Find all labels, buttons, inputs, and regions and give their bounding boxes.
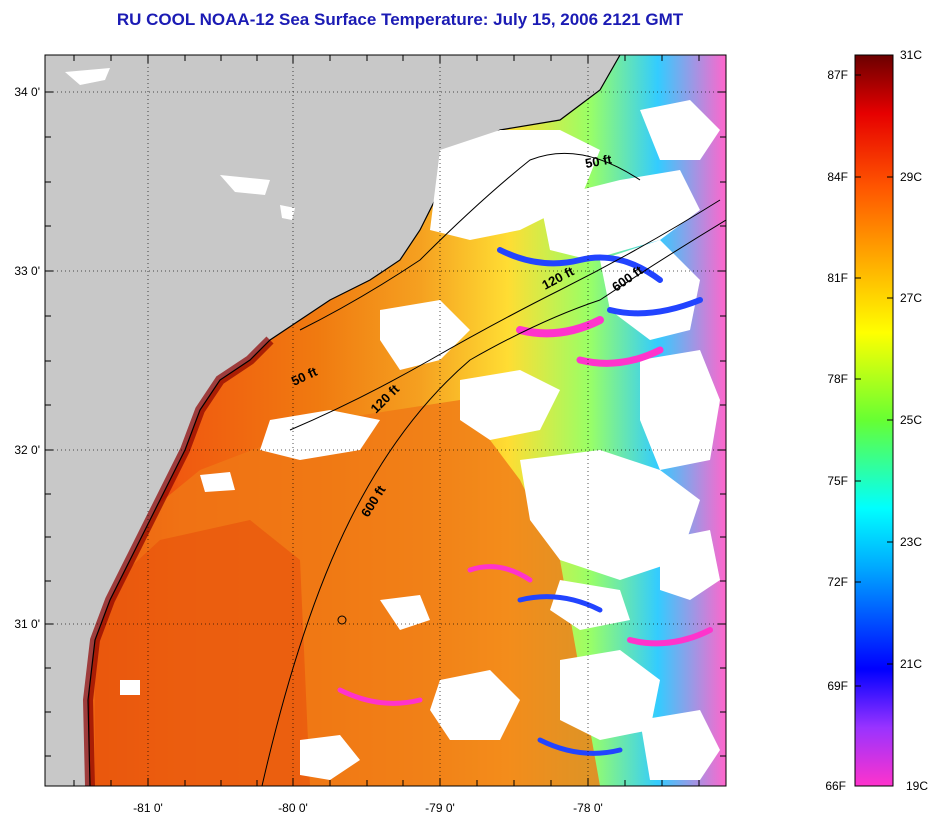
lat-label: 32 0' xyxy=(14,443,40,457)
cool-filaments xyxy=(337,247,713,756)
colorbar-f-label: 69F xyxy=(827,679,848,693)
cloud-masks xyxy=(120,100,720,780)
lon-label: -80 0' xyxy=(278,801,308,815)
map-frame xyxy=(44,54,727,787)
inland-speck xyxy=(220,175,270,195)
colorbar-c-label: 23C xyxy=(900,535,922,549)
isobath-120ft xyxy=(289,199,721,431)
isobath-600ft xyxy=(261,219,726,786)
lon-label: -79 0' xyxy=(425,801,455,815)
map-area: 50 ft 120 ft 600 ft 50 ft 120 ft 600 ft xyxy=(45,55,726,786)
colorbar-c-label: 19C xyxy=(906,779,928,793)
map-ticks xyxy=(45,55,726,786)
lon-label: -81 0' xyxy=(133,801,163,815)
isobath-50ft xyxy=(299,152,641,331)
colorbar-c-label: 27C xyxy=(900,291,922,305)
lat-label: 31 0' xyxy=(14,617,40,631)
colorbar-c-label: 21C xyxy=(900,657,922,671)
lat-label: 34 0' xyxy=(14,85,40,99)
lat-label: 33 0' xyxy=(14,264,40,278)
colorbar-c-label: 29C xyxy=(900,170,922,184)
land-mass xyxy=(45,55,620,786)
contour-label-50ft-north: 50 ft xyxy=(584,151,614,171)
inland-speck xyxy=(280,205,295,220)
map-title: RU COOL NOAA-12 Sea Surface Temperature:… xyxy=(116,10,684,29)
colorbar-c-label: 25C xyxy=(900,413,922,427)
lon-label: -78 0' xyxy=(573,801,603,815)
graticule xyxy=(45,55,726,786)
isobath-contours xyxy=(261,152,726,786)
inland-speck xyxy=(65,68,110,85)
colorbar-f-label: 84F xyxy=(827,170,848,184)
colorbar-ticks xyxy=(855,54,893,787)
colorbar-f-label: 72F xyxy=(827,575,848,589)
colorbar-f-label: 66F xyxy=(825,779,846,793)
colorbar-c-label: 31C xyxy=(900,48,922,62)
colorbar-f-label: 87F xyxy=(827,68,848,82)
colorbar-f-label: 75F xyxy=(827,474,848,488)
colorbar-f-label: 78F xyxy=(827,372,848,386)
colorbar-scale xyxy=(855,55,893,786)
warm-nearshore-patch xyxy=(95,520,310,786)
colorbar-f-label: 81F xyxy=(827,271,848,285)
